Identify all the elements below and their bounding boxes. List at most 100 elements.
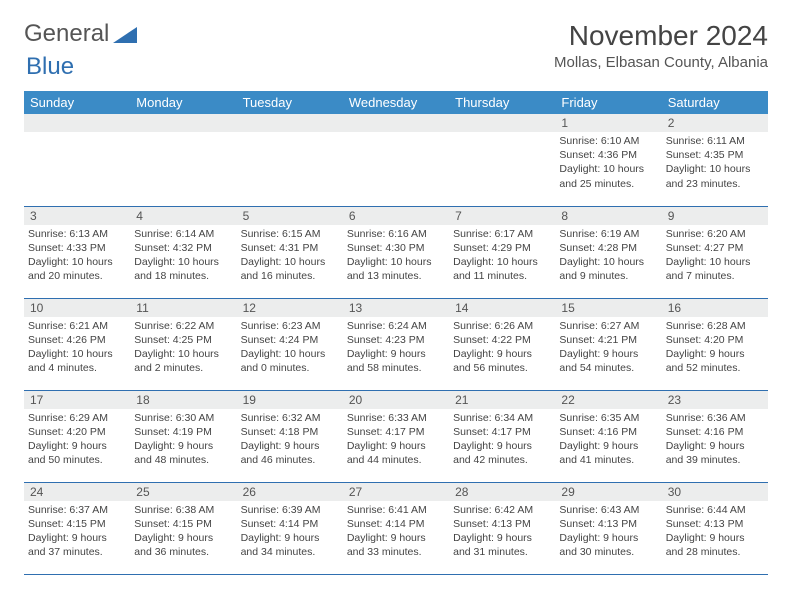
day-number: 26 [237,483,343,501]
sunset-text: Sunset: 4:35 PM [666,148,764,162]
daylight-text: Daylight: 9 hours and 42 minutes. [453,439,551,467]
day-cell: 19Sunrise: 6:32 AMSunset: 4:18 PMDayligh… [237,390,343,482]
day-cell [237,114,343,206]
day-number [130,114,236,132]
sunset-text: Sunset: 4:31 PM [241,241,339,255]
day-number: 19 [237,391,343,409]
sunrise-text: Sunrise: 6:34 AM [453,411,551,425]
day-number: 22 [555,391,661,409]
day-cell: 28Sunrise: 6:42 AMSunset: 4:13 PMDayligh… [449,482,555,574]
day-number [343,114,449,132]
sunset-text: Sunset: 4:15 PM [134,517,232,531]
sunset-text: Sunset: 4:19 PM [134,425,232,439]
day-number [237,114,343,132]
day-cell: 27Sunrise: 6:41 AMSunset: 4:14 PMDayligh… [343,482,449,574]
daylight-text: Daylight: 10 hours and 16 minutes. [241,255,339,283]
logo-triangle-icon [113,25,137,43]
day-number: 6 [343,207,449,225]
day-cell: 3Sunrise: 6:13 AMSunset: 4:33 PMDaylight… [24,206,130,298]
daylight-text: Daylight: 9 hours and 52 minutes. [666,347,764,375]
daylight-text: Daylight: 9 hours and 48 minutes. [134,439,232,467]
sunset-text: Sunset: 4:14 PM [241,517,339,531]
daylight-text: Daylight: 9 hours and 50 minutes. [28,439,126,467]
day-number: 13 [343,299,449,317]
day-cell: 16Sunrise: 6:28 AMSunset: 4:20 PMDayligh… [662,298,768,390]
sunset-text: Sunset: 4:13 PM [666,517,764,531]
sunset-text: Sunset: 4:13 PM [559,517,657,531]
day-data: Sunrise: 6:42 AMSunset: 4:13 PMDaylight:… [449,501,555,562]
daylight-text: Daylight: 10 hours and 11 minutes. [453,255,551,283]
day-data: Sunrise: 6:43 AMSunset: 4:13 PMDaylight:… [555,501,661,562]
day-number: 27 [343,483,449,501]
daylight-text: Daylight: 9 hours and 31 minutes. [453,531,551,559]
logo-text-2: Blue [24,53,74,80]
day-data: Sunrise: 6:37 AMSunset: 4:15 PMDaylight:… [24,501,130,562]
sunset-text: Sunset: 4:17 PM [347,425,445,439]
daylight-text: Daylight: 10 hours and 18 minutes. [134,255,232,283]
week-row: 24Sunrise: 6:37 AMSunset: 4:15 PMDayligh… [24,482,768,574]
daylight-text: Daylight: 10 hours and 9 minutes. [559,255,657,283]
day-data: Sunrise: 6:16 AMSunset: 4:30 PMDaylight:… [343,225,449,286]
sunset-text: Sunset: 4:15 PM [28,517,126,531]
day-data [24,132,130,136]
sunrise-text: Sunrise: 6:32 AM [241,411,339,425]
day-cell: 11Sunrise: 6:22 AMSunset: 4:25 PMDayligh… [130,298,236,390]
day-number: 1 [555,114,661,132]
day-data [237,132,343,136]
sunrise-text: Sunrise: 6:42 AM [453,503,551,517]
sunrise-text: Sunrise: 6:24 AM [347,319,445,333]
logo: General [24,20,137,48]
daylight-text: Daylight: 9 hours and 39 minutes. [666,439,764,467]
day-data [343,132,449,136]
sunrise-text: Sunrise: 6:35 AM [559,411,657,425]
day-data: Sunrise: 6:22 AMSunset: 4:25 PMDaylight:… [130,317,236,378]
day-cell: 23Sunrise: 6:36 AMSunset: 4:16 PMDayligh… [662,390,768,482]
sunrise-text: Sunrise: 6:17 AM [453,227,551,241]
daylight-text: Daylight: 10 hours and 20 minutes. [28,255,126,283]
sunset-text: Sunset: 4:23 PM [347,333,445,347]
sunrise-text: Sunrise: 6:23 AM [241,319,339,333]
sunset-text: Sunset: 4:29 PM [453,241,551,255]
day-data: Sunrise: 6:44 AMSunset: 4:13 PMDaylight:… [662,501,768,562]
sunset-text: Sunset: 4:20 PM [666,333,764,347]
sunset-text: Sunset: 4:17 PM [453,425,551,439]
daylight-text: Daylight: 9 hours and 56 minutes. [453,347,551,375]
day-data: Sunrise: 6:33 AMSunset: 4:17 PMDaylight:… [343,409,449,470]
sunrise-text: Sunrise: 6:10 AM [559,134,657,148]
day-cell: 5Sunrise: 6:15 AMSunset: 4:31 PMDaylight… [237,206,343,298]
day-cell: 20Sunrise: 6:33 AMSunset: 4:17 PMDayligh… [343,390,449,482]
sunrise-text: Sunrise: 6:44 AM [666,503,764,517]
day-cell: 10Sunrise: 6:21 AMSunset: 4:26 PMDayligh… [24,298,130,390]
daylight-text: Daylight: 9 hours and 36 minutes. [134,531,232,559]
daylight-text: Daylight: 9 hours and 58 minutes. [347,347,445,375]
col-wed: Wednesday [343,91,449,114]
sunset-text: Sunset: 4:18 PM [241,425,339,439]
col-mon: Monday [130,91,236,114]
daylight-text: Daylight: 9 hours and 37 minutes. [28,531,126,559]
day-cell: 15Sunrise: 6:27 AMSunset: 4:21 PMDayligh… [555,298,661,390]
day-data: Sunrise: 6:23 AMSunset: 4:24 PMDaylight:… [237,317,343,378]
sunset-text: Sunset: 4:32 PM [134,241,232,255]
sunset-text: Sunset: 4:28 PM [559,241,657,255]
calendar-head: Sunday Monday Tuesday Wednesday Thursday… [24,91,768,114]
day-cell: 12Sunrise: 6:23 AMSunset: 4:24 PMDayligh… [237,298,343,390]
sunset-text: Sunset: 4:27 PM [666,241,764,255]
day-cell [24,114,130,206]
day-number: 20 [343,391,449,409]
day-cell [343,114,449,206]
day-cell: 2Sunrise: 6:11 AMSunset: 4:35 PMDaylight… [662,114,768,206]
day-number: 4 [130,207,236,225]
sunrise-text: Sunrise: 6:21 AM [28,319,126,333]
col-tue: Tuesday [237,91,343,114]
location: Mollas, Elbasan County, Albania [554,54,768,71]
day-data: Sunrise: 6:35 AMSunset: 4:16 PMDaylight:… [555,409,661,470]
sunrise-text: Sunrise: 6:22 AM [134,319,232,333]
daylight-text: Daylight: 9 hours and 44 minutes. [347,439,445,467]
sunset-text: Sunset: 4:16 PM [666,425,764,439]
sunset-text: Sunset: 4:25 PM [134,333,232,347]
sunrise-text: Sunrise: 6:15 AM [241,227,339,241]
day-cell: 8Sunrise: 6:19 AMSunset: 4:28 PMDaylight… [555,206,661,298]
day-cell: 6Sunrise: 6:16 AMSunset: 4:30 PMDaylight… [343,206,449,298]
sunset-text: Sunset: 4:16 PM [559,425,657,439]
day-number: 16 [662,299,768,317]
